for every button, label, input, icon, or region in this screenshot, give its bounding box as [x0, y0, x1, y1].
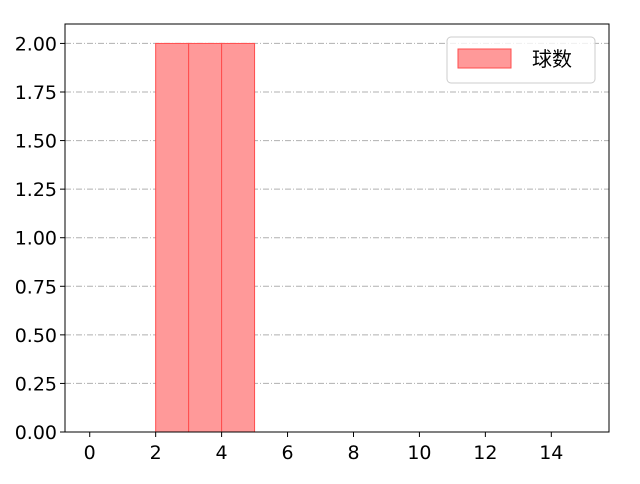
x-tick-label: 8 [347, 442, 359, 464]
y-tick-label: 1.50 [15, 131, 57, 153]
x-tick-label: 2 [150, 442, 162, 464]
plot-frame [64, 23, 610, 433]
histogram-bar [155, 42, 190, 433]
legend: 球数 [446, 36, 596, 84]
y-tick-label: 1.00 [15, 228, 57, 250]
x-tick-label: 10 [407, 442, 431, 464]
y-tick-label: 1.75 [15, 82, 57, 104]
bars [155, 42, 256, 433]
y-tick-label: 1.25 [15, 179, 57, 201]
grid-lines [65, 42, 609, 433]
x-tick-label: 6 [281, 442, 293, 464]
legend-swatch [457, 48, 512, 69]
y-tick-label: 0.75 [15, 276, 57, 298]
x-tick-label: 12 [473, 442, 497, 464]
x-tick-label: 0 [84, 442, 96, 464]
x-tick-label: 14 [539, 442, 563, 464]
y-tick-label: 0.25 [15, 373, 57, 395]
y-tick-label: 0.00 [15, 422, 57, 444]
y-tick-label: 0.50 [15, 325, 57, 347]
histogram-bar [188, 42, 223, 433]
y-axis: 0.00 0.25 0.50 0.75 1.00 1.25 1.50 1.75 2.00 [15, 33, 65, 444]
x-tick-label: 4 [216, 442, 228, 464]
histogram-bar [221, 42, 256, 433]
y-tick-label: 2.00 [15, 33, 57, 55]
x-axis: 0 2 4 6 8 10 12 14 [84, 432, 563, 464]
legend-label: 球数 [532, 47, 572, 71]
